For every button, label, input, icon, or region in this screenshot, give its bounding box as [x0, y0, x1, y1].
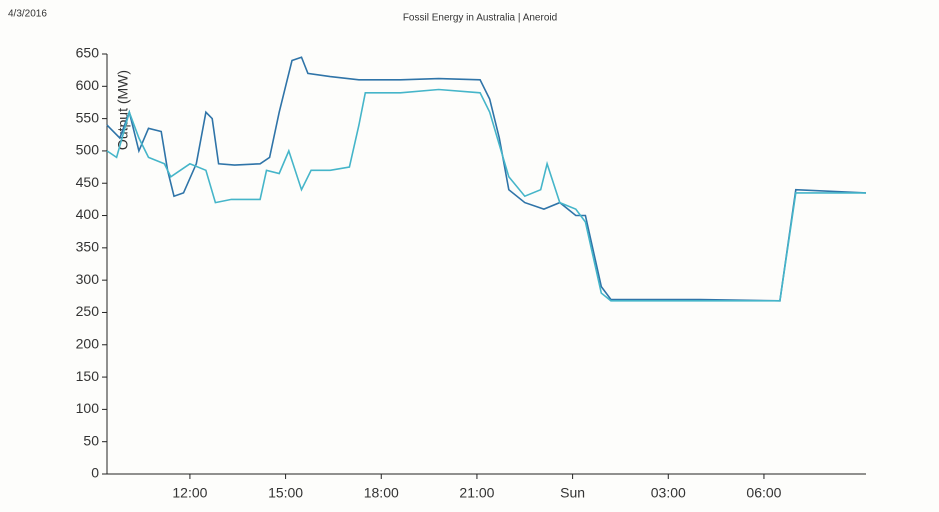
y-tick-label: 300	[76, 271, 100, 287]
y-tick-label: 50	[83, 432, 99, 448]
series-line	[106, 88, 866, 302]
x-tick-label: 12:00	[172, 485, 207, 501]
x-tick-label: Sun	[560, 485, 585, 501]
y-tick-label: 250	[76, 303, 100, 319]
y-tick-label: 100	[76, 400, 100, 416]
y-axis-label: Output (MW)	[115, 70, 131, 150]
y-tick-label: 650	[76, 45, 100, 61]
x-tick-label: 18:00	[364, 485, 399, 501]
y-tick-label: 0	[91, 465, 99, 481]
series-line	[106, 56, 867, 302]
x-tick-label: 03:00	[651, 485, 686, 501]
x-tick-label: 06:00	[746, 485, 781, 501]
y-tick-label: 500	[76, 142, 100, 158]
y-tick-label: 450	[76, 174, 100, 190]
date: 4/3/2016	[8, 9, 47, 20]
y-tick-label: 550	[76, 109, 100, 125]
x-tick-label: 15:00	[268, 485, 303, 501]
chart-title: Fossil Energy in Australia | Aneroid	[403, 13, 557, 24]
y-tick-label: 200	[76, 335, 100, 351]
x-tick-label: 21:00	[459, 485, 494, 501]
y-tick-label: 600	[76, 77, 100, 93]
y-tick-label: 150	[76, 368, 100, 384]
y-tick-label: 400	[76, 206, 100, 222]
y-tick-label: 350	[76, 239, 100, 255]
